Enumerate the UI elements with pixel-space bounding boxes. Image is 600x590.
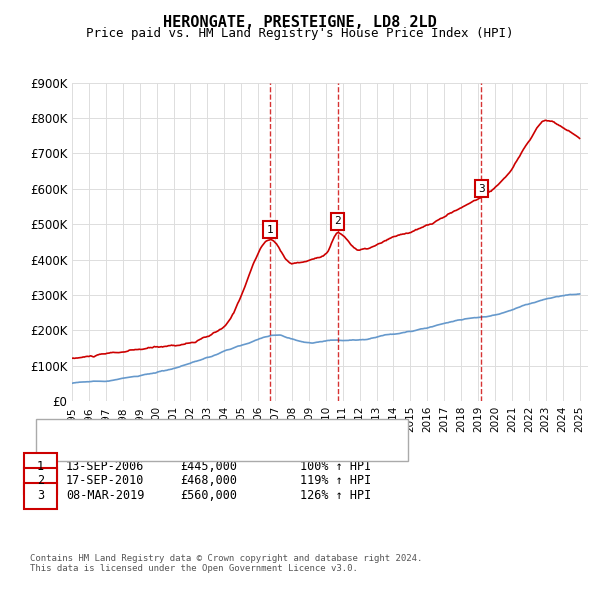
Text: 1: 1 (37, 460, 44, 473)
Text: £468,000: £468,000 (180, 474, 237, 487)
Text: 17-SEP-2010: 17-SEP-2010 (66, 474, 145, 487)
Text: Contains HM Land Registry data © Crown copyright and database right 2024.
This d: Contains HM Land Registry data © Crown c… (30, 554, 422, 573)
Text: 100% ↑ HPI: 100% ↑ HPI (300, 460, 371, 473)
Text: 3: 3 (37, 489, 44, 502)
Text: HPI: Average price, detached house, Powys: HPI: Average price, detached house, Powy… (105, 442, 361, 452)
Text: HERONGATE, PRESTEIGNE, LD8 2LD: HERONGATE, PRESTEIGNE, LD8 2LD (163, 15, 437, 30)
Text: 08-MAR-2019: 08-MAR-2019 (66, 489, 145, 502)
Text: HERONGATE, PRESTEIGNE, LD8 2LD (detached house): HERONGATE, PRESTEIGNE, LD8 2LD (detached… (105, 429, 399, 438)
Text: 2: 2 (37, 474, 44, 487)
Text: ─────: ───── (48, 441, 90, 455)
Text: £445,000: £445,000 (180, 460, 237, 473)
Text: 1: 1 (267, 225, 274, 234)
Text: £560,000: £560,000 (180, 489, 237, 502)
Text: Price paid vs. HM Land Registry's House Price Index (HPI): Price paid vs. HM Land Registry's House … (86, 27, 514, 40)
Text: 3: 3 (478, 184, 485, 194)
Text: ─────: ───── (48, 427, 90, 441)
Text: HPI: Average price, detached house, Powys: HPI: Average price, detached house, Powy… (105, 444, 361, 453)
Text: 126% ↑ HPI: 126% ↑ HPI (300, 489, 371, 502)
Text: ─────: ───── (48, 440, 90, 454)
Text: 13-SEP-2006: 13-SEP-2006 (66, 460, 145, 473)
Text: 119% ↑ HPI: 119% ↑ HPI (300, 474, 371, 487)
Text: ─────: ───── (48, 428, 90, 442)
Text: 2: 2 (334, 217, 341, 227)
Text: HERONGATE, PRESTEIGNE, LD8 2LD (detached house): HERONGATE, PRESTEIGNE, LD8 2LD (detached… (105, 430, 399, 440)
